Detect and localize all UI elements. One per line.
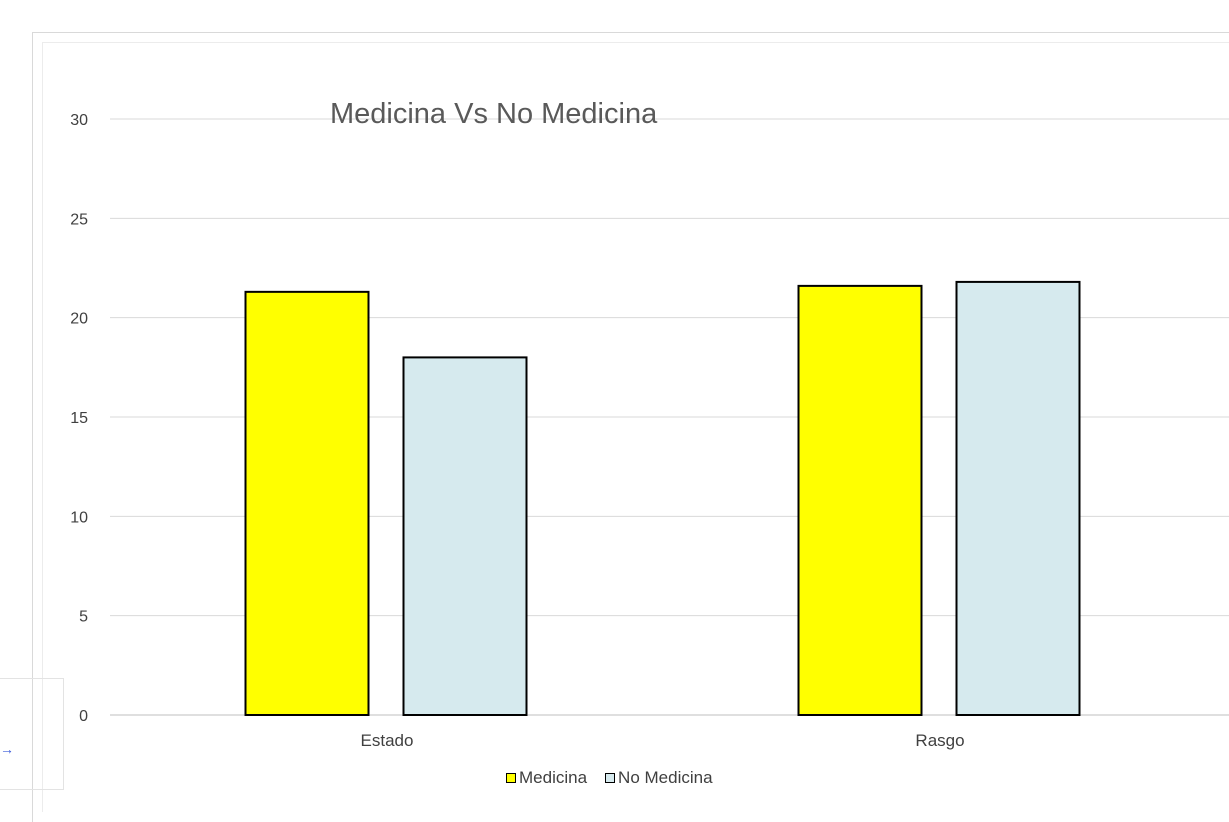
y-tick-label: 15 [70, 410, 88, 427]
legend-swatch [506, 773, 516, 783]
legend-swatch [605, 773, 616, 783]
legend: Medicina No Medicina [0, 768, 1229, 788]
side-panel-box [0, 678, 64, 790]
bars [244, 280, 1081, 716]
y-tick-label: 30 [70, 112, 88, 129]
y-tick-label: 0 [79, 708, 88, 725]
legend-item: No Medicina [605, 768, 713, 788]
x-axis-categories: Estado Rasgo [361, 731, 965, 750]
bar-estado-no-medicina [402, 356, 528, 716]
legend-label: Medicina [519, 768, 588, 787]
y-tick-label: 5 [79, 609, 88, 626]
x-category-label: Estado [361, 731, 414, 750]
y-tick-label: 20 [70, 311, 88, 328]
x-category-label: Rasgo [915, 731, 964, 750]
legend-label: No Medicina [618, 768, 713, 787]
chart-title: Medicina Vs No Medicina [330, 98, 658, 130]
chart-frame [32, 32, 1229, 822]
y-axis-ticks: 0 5 10 15 20 25 30 [70, 112, 88, 725]
bar-rasgo-medicina [797, 284, 923, 716]
bar-rasgo-no-medicina [955, 280, 1081, 716]
legend-item: Medicina [506, 768, 587, 788]
y-tick-label: 10 [70, 509, 88, 526]
bar-estado-medicina [244, 290, 370, 716]
y-tick-label: 25 [70, 211, 88, 228]
plot-frame [42, 42, 1229, 812]
side-arrow-icon: → [0, 741, 14, 757]
